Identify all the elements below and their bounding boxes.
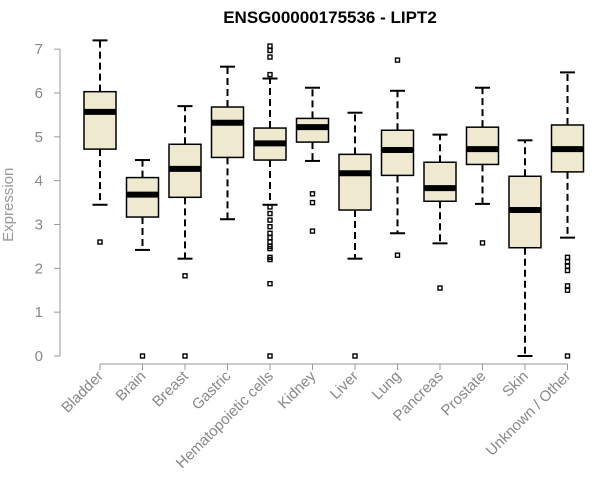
x-tick-label: Brain	[113, 368, 150, 405]
box-group	[508, 139, 542, 357]
x-tick-label: Liver	[327, 368, 362, 403]
outlier-point	[564, 353, 571, 359]
x-tick-label: Lung	[369, 368, 405, 404]
outlier-point	[309, 228, 316, 234]
box-iqr	[338, 153, 372, 211]
outlier-point	[564, 283, 571, 289]
box-iqr	[465, 126, 500, 166]
outlier-point	[564, 287, 571, 293]
box-group	[380, 57, 415, 258]
outlier-point	[267, 47, 273, 54]
box-group	[168, 105, 202, 359]
y-tick-label: 4	[35, 173, 43, 190]
y-tick-label: 1	[35, 304, 43, 321]
box-iqr	[295, 117, 330, 143]
box-group	[253, 43, 287, 359]
y-tick-label: 3	[35, 216, 43, 233]
outlier-point	[97, 239, 103, 245]
box-series	[83, 39, 585, 359]
box-group	[550, 71, 585, 359]
box-group	[295, 86, 330, 234]
x-tick-label: Bladder	[58, 368, 107, 417]
outlier-point	[267, 230, 273, 236]
x-tick-label: Breast	[149, 367, 192, 410]
x-tick-label: Prostate	[438, 368, 490, 420]
box-group	[83, 39, 117, 245]
outlier-point	[267, 210, 273, 217]
outlier-point	[564, 263, 571, 269]
outlier-point	[267, 71, 273, 78]
outlier-point	[267, 245, 273, 252]
outlier-point	[267, 256, 273, 263]
outlier-point	[479, 240, 486, 246]
outlier-point	[139, 353, 146, 359]
outlier-point	[267, 217, 273, 223]
outlier-point	[182, 273, 188, 279]
outlier-point	[267, 54, 273, 60]
outlier-point	[352, 353, 358, 359]
outlier-point	[394, 57, 401, 63]
outlier-point	[267, 239, 273, 245]
y-tick-label: 6	[35, 85, 43, 102]
box-group	[423, 133, 457, 291]
chart-title: ENSG00000175536 - LIPT2	[223, 8, 437, 27]
outlier-point	[564, 259, 571, 265]
outlier-point	[564, 267, 571, 274]
outlier-point	[267, 353, 273, 359]
y-tick-label: 5	[35, 129, 43, 146]
outlier-point	[267, 280, 273, 287]
outlier-point	[182, 353, 188, 359]
box-iqr	[210, 106, 245, 159]
y-axis: 0 1 2 3 4 5 6 7	[35, 41, 61, 365]
outlier-point	[309, 199, 316, 206]
outlier-point	[309, 191, 316, 197]
outlier-point	[564, 254, 571, 261]
box-iqr	[423, 161, 457, 203]
y-tick-label: 2	[35, 260, 43, 277]
x-tick-label: Kidney	[275, 367, 320, 412]
outlier-point	[267, 223, 273, 230]
outlier-point	[267, 234, 273, 241]
box-group	[210, 65, 245, 221]
box-group	[338, 111, 372, 359]
box-group	[125, 159, 160, 359]
x-tick-label: Skin	[499, 368, 532, 401]
y-axis-label: Expression	[0, 168, 17, 242]
box-group	[465, 86, 500, 246]
box-iqr	[83, 90, 117, 150]
y-tick-label: 0	[35, 348, 43, 365]
outlier-point	[437, 285, 443, 291]
outlier-point	[267, 204, 273, 210]
outlier-point	[267, 43, 273, 49]
y-tick-label: 7	[35, 41, 43, 58]
outlier-point	[394, 252, 401, 258]
